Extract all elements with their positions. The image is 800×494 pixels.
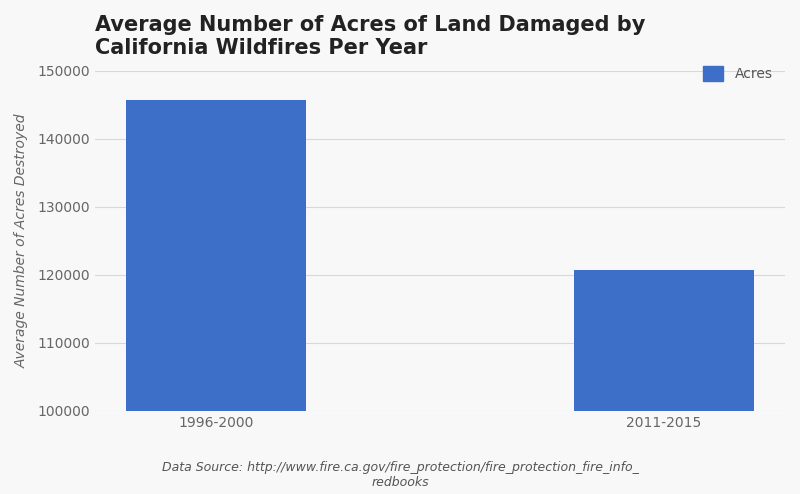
- Legend: Acres: Acres: [697, 61, 778, 87]
- Text: Data Source: http://www.fire.ca.gov/fire_protection/fire_protection_fire_info_
r: Data Source: http://www.fire.ca.gov/fire…: [162, 461, 638, 489]
- Bar: [126, 100, 306, 494]
- Bar: [574, 270, 754, 494]
- Text: Average Number of Acres of Land Damaged by
California Wildfires Per Year: Average Number of Acres of Land Damaged …: [95, 15, 646, 58]
- Y-axis label: Average Number of Acres Destroyed: Average Number of Acres Destroyed: [15, 114, 29, 368]
